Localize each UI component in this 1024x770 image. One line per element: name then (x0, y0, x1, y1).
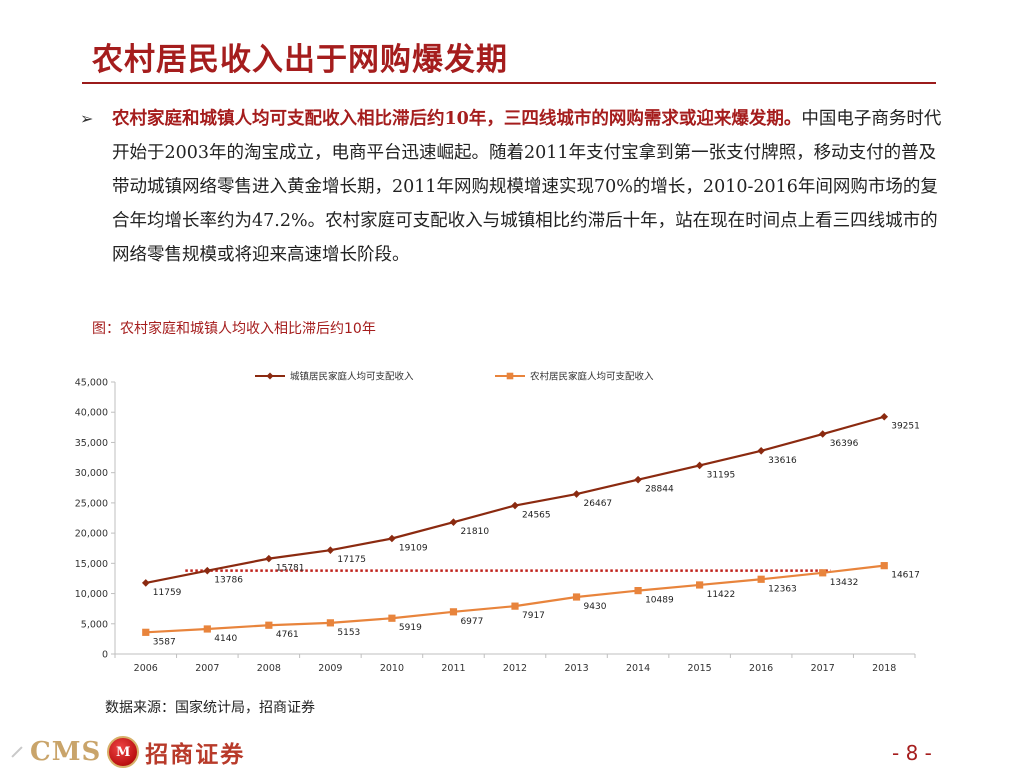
income-line-chart: 0 5,000 10,000 15,000 20,000 25,000 30,000 35,0… (75, 371, 920, 675)
series-2-point (696, 581, 704, 589)
bullet-paragraph-block: ➢ 农村家庭和城镇人均可支配收入相比滞后约10年，三四线城市的网购需求或迎来爆发… (80, 102, 950, 272)
slide-title: 农村居民收入出于网购爆发期 (92, 42, 508, 78)
decorative-slash-icon (11, 746, 23, 758)
series-2-point (572, 593, 581, 601)
series-1-point (757, 447, 765, 455)
series-1-point (695, 461, 704, 470)
series-1-data-label: 19109 (399, 543, 428, 553)
series-1-data-label: 28844 (645, 485, 674, 495)
series-line-2 (145, 564, 885, 634)
y-tick-label: 0 (102, 650, 108, 661)
x-tick-label: 2018 (872, 663, 896, 674)
series-1-data-label: 31195 (707, 470, 736, 480)
series-2-point (511, 602, 519, 610)
figure-caption: 图：农村家庭和城镇人均收入相比滞后约10年 (92, 321, 376, 337)
x-tick-label: 2007 (195, 663, 219, 674)
bullet-lead-text: 农村家庭和城镇人均可支配收入相比滞后约10年，三四线城市的网购需求或迎来爆发期。 (112, 109, 802, 129)
series-2-data-label: 4761 (276, 630, 299, 640)
series-2-point (265, 621, 273, 629)
series-1-data-label: 21810 (460, 527, 489, 537)
company-logo: CMS M 招商证券 (10, 735, 245, 769)
series-2-point (142, 628, 150, 636)
x-tick-label: 2012 (503, 663, 527, 674)
x-tick-label: 2013 (564, 663, 588, 674)
series-2-point (203, 625, 211, 633)
y-tick-label: 15,000 (75, 559, 108, 570)
y-tick-label: 30,000 (75, 468, 108, 479)
series-1-point (572, 490, 581, 498)
series-1-point (326, 546, 335, 554)
y-tick-label: 40,000 (75, 408, 108, 419)
y-tick-label: 10,000 (75, 589, 108, 600)
series-2-data-label: 5153 (337, 628, 360, 638)
series-1-point (388, 534, 396, 543)
arrow-bullet-icon: ➢ (80, 109, 94, 128)
series-1-data-label: 36396 (830, 439, 859, 449)
series-2-data-label: 6977 (460, 617, 483, 627)
series-2-data-label: 5919 (399, 623, 422, 633)
y-tick-label: 5,000 (81, 619, 108, 630)
series-2-data-label: 12363 (768, 584, 797, 594)
x-tick-label: 2009 (318, 663, 342, 674)
series-2-point (634, 586, 642, 595)
x-tick-label: 2016 (749, 663, 773, 674)
logo-chinese: 招商证券 (145, 741, 246, 768)
series-1-data-label: 13786 (214, 576, 243, 586)
y-tick-label: 25,000 (75, 498, 108, 509)
series-2-point (819, 569, 827, 577)
bullet-body-text: 中国电子商务时代开始于2003年的淘宝成立，电商平台迅速崛起。随着2011年支付… (112, 109, 942, 265)
x-tick-label: 2010 (380, 663, 404, 674)
series-1-point (511, 501, 519, 510)
x-tick-label: 2006 (134, 663, 158, 674)
series-1-data-label: 39251 (891, 422, 920, 432)
series-1-point (449, 518, 458, 526)
series-2-data-label: 14617 (891, 571, 920, 581)
series-2-point (757, 575, 765, 583)
logo-coin-icon: M (107, 736, 140, 768)
series-2-point (880, 562, 888, 570)
series-line-1 (145, 415, 885, 585)
series-1-point (265, 554, 273, 563)
series-1-data-label: 15781 (276, 564, 305, 574)
series-1-data-label: 33616 (768, 456, 797, 466)
series-2-data-label: 10489 (645, 596, 674, 606)
series-1-point (634, 475, 642, 484)
y-tick-label: 45,000 (75, 378, 108, 389)
series-2-data-label: 7917 (522, 611, 545, 621)
x-tick-label: 2015 (688, 663, 712, 674)
series-2-data-label: 4140 (214, 634, 237, 644)
series-2-data-label: 9430 (584, 602, 607, 612)
x-tick-label: 2014 (626, 663, 650, 674)
x-tick-label: 2017 (811, 663, 835, 674)
series-1-data-label: 17175 (337, 555, 366, 565)
series-1-point (818, 430, 827, 438)
series-2-data-label: 13432 (830, 578, 859, 588)
series-1-data-label: 11759 (153, 588, 182, 598)
series-2-data-label: 3587 (153, 637, 176, 647)
bullet-paragraph: 农村家庭和城镇人均可支配收入相比滞后约10年，三四线城市的网购需求或迎来爆发期。… (112, 102, 950, 272)
title-divider (82, 82, 936, 84)
page-number: - 8 - (892, 741, 932, 765)
data-source: 数据来源：国家统计局，招商证券 (105, 700, 315, 716)
logo-latin: CMS (30, 737, 102, 767)
series-1-point (203, 566, 212, 575)
y-tick-label: 20,000 (75, 529, 108, 540)
series-1-data-label: 24565 (522, 511, 551, 521)
series-2-point (388, 614, 396, 622)
series-2-point (326, 619, 334, 627)
legend-marker-2 (506, 372, 514, 380)
series-1-point (880, 412, 889, 421)
legend-label-1: 城镇居民家庭人均可支配收入 (290, 371, 414, 383)
x-tick-label: 2011 (441, 663, 465, 674)
series-2-point (449, 608, 458, 616)
series-1-data-label: 26467 (584, 499, 613, 509)
y-tick-label: 35,000 (75, 438, 108, 449)
series-1-point (141, 579, 150, 587)
x-tick-label: 2008 (257, 663, 281, 674)
legend-label-2: 农村居民家庭人均可支配收入 (530, 371, 654, 383)
series-2-data-label: 11422 (707, 590, 736, 600)
legend-marker-1 (266, 372, 274, 380)
